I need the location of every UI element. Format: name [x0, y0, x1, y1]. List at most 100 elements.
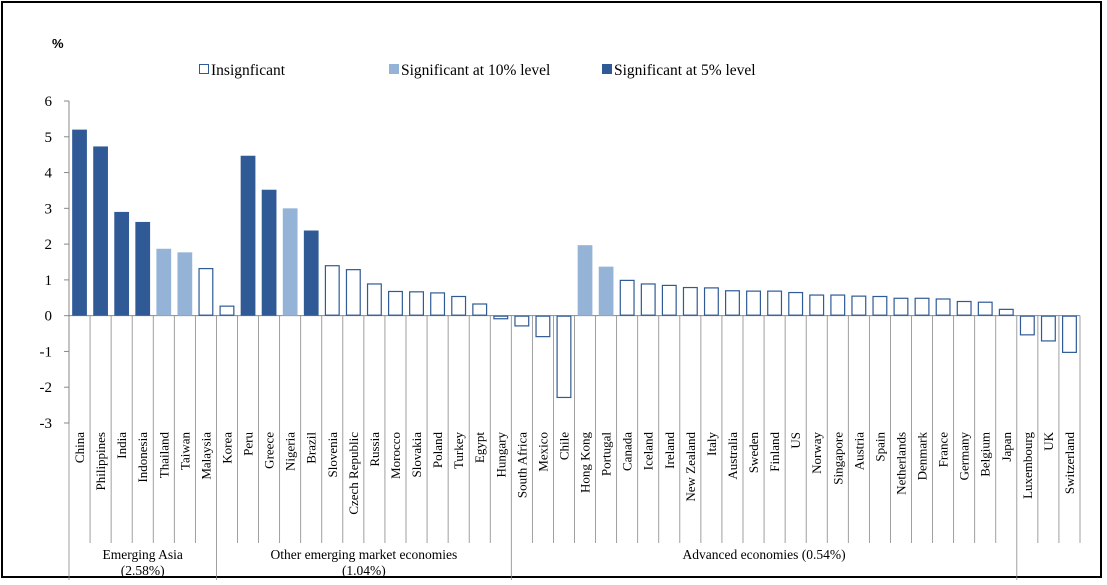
- category-label: Portugal: [599, 432, 614, 476]
- bar-poland: [430, 292, 446, 316]
- category-label: Switzerland: [1062, 432, 1077, 495]
- bar-slovenia: [324, 265, 340, 316]
- category-label: Egypt: [472, 432, 487, 463]
- unit-label: %: [52, 36, 64, 51]
- category-groups: Emerging Asia(2.58%) Other emerging marke…: [68, 543, 1018, 583]
- bar-korea: [219, 305, 235, 316]
- legend-swatch-sig10: [389, 64, 399, 74]
- x-axis-categories: China Philippines India Indonesia Thailand Ta…: [68, 315, 1081, 543]
- category-label: Italy: [704, 432, 719, 456]
- bar-switzerland: [1061, 315, 1077, 353]
- bar-chart: % Insignficant Significant at 10% level Si…: [40, 36, 1081, 583]
- category-label: Spain: [872, 432, 887, 462]
- y-tick-label: 0: [45, 309, 53, 325]
- group-label-sub: (1.04%): [342, 563, 386, 578]
- category-label: Netherlands: [893, 432, 908, 495]
- bar-netherlands: [893, 297, 909, 316]
- bar-luxembourg: [1019, 315, 1035, 336]
- bar-spain: [872, 295, 888, 316]
- y-axis: 6 5 4 3 2 1 0 -1 -2 -3: [40, 94, 70, 432]
- legend-swatch-insignificant: [199, 64, 209, 74]
- bar-japan: [998, 308, 1014, 316]
- category-label: Canada: [620, 432, 635, 471]
- category-label: Nigeria: [283, 432, 298, 471]
- category-label: Slovenia: [325, 432, 340, 478]
- y-tick-label: 1: [45, 273, 53, 289]
- category-label: Thailand: [156, 432, 171, 479]
- category-label: Hungary: [493, 432, 508, 478]
- bar-taiwan: [177, 252, 193, 316]
- bar-france: [935, 298, 951, 316]
- y-tick-label: -3: [40, 416, 53, 432]
- group-label: Advanced economies (0.54%): [683, 547, 846, 562]
- bar-mexico: [535, 315, 551, 338]
- category-label: Finland: [767, 432, 782, 472]
- category-label: Sweden: [746, 432, 761, 474]
- category-label: Japan: [999, 432, 1014, 462]
- category-label: France: [936, 432, 951, 468]
- y-tick-label: -1: [40, 344, 53, 360]
- category-label: Austria: [851, 432, 866, 471]
- category-label: Taiwan: [177, 432, 192, 471]
- bar-czech-republic: [345, 269, 361, 316]
- category-label: Singapore: [830, 432, 845, 485]
- legend-label-insignificant: Insignficant: [211, 62, 286, 79]
- y-tick-label: 6: [45, 94, 53, 110]
- legend-label-sig10: Significant at 10% level: [401, 62, 550, 79]
- group-label: Other emerging market economies: [270, 547, 457, 562]
- category-label: Greece: [262, 432, 277, 469]
- bar-china: [72, 129, 87, 316]
- bar-us: [788, 291, 804, 316]
- bar-finland: [767, 290, 783, 316]
- group-label-sub: (2.58%): [121, 563, 165, 578]
- category-label: Brazil: [304, 432, 319, 464]
- category-label: Korea: [219, 432, 234, 464]
- bar-peru: [240, 155, 256, 316]
- category-label: Australia: [725, 432, 740, 480]
- category-label: Peru: [241, 432, 256, 456]
- category-label: India: [114, 432, 129, 459]
- y-tick-label: 5: [45, 130, 53, 146]
- bar-australia: [724, 290, 740, 316]
- category-label: China: [72, 432, 87, 463]
- bar-italy: [703, 287, 719, 316]
- category-label: South Africa: [514, 432, 529, 498]
- bar-austria: [851, 295, 867, 316]
- category-label: Iceland: [641, 432, 656, 471]
- bar-uk: [1040, 315, 1056, 342]
- category-label: US: [788, 432, 803, 449]
- category-label: New Zealand: [683, 432, 698, 502]
- category-label: Malaysia: [198, 432, 213, 480]
- bar-new-zealand: [682, 286, 698, 316]
- category-label: Morocco: [388, 432, 403, 479]
- bar-denmark: [914, 297, 930, 316]
- bar-egypt: [472, 303, 488, 316]
- y-tick-label: 2: [45, 237, 53, 253]
- bar-turkey: [451, 295, 467, 316]
- category-label: Turkey: [451, 432, 466, 470]
- bar-greece: [261, 189, 277, 316]
- legend: Insignficant Significant at 10% level Sign…: [199, 62, 756, 79]
- y-tick-label: -2: [40, 380, 53, 396]
- bar-portugal: [598, 266, 614, 316]
- category-label: Indonesia: [135, 432, 150, 483]
- bar-belgium: [977, 301, 993, 316]
- bar-russia: [366, 283, 382, 316]
- bar-chile: [556, 315, 572, 399]
- y-tick-label: 4: [45, 166, 53, 182]
- category-label: Philippines: [93, 432, 108, 491]
- bar-slovakia: [409, 291, 425, 316]
- category-label: Slovakia: [409, 432, 424, 478]
- bar-nigeria: [282, 208, 298, 316]
- category-label: Chile: [556, 432, 571, 460]
- bar-iceland: [640, 283, 656, 316]
- bar-hungary: [493, 315, 509, 320]
- group-label: Emerging Asia: [103, 547, 183, 562]
- legend-swatch-sig5: [602, 64, 612, 74]
- bar-hong-kong: [577, 245, 593, 316]
- category-label: Luxembourg: [1020, 432, 1035, 499]
- bar-germany: [956, 300, 972, 316]
- bar-south-africa: [514, 315, 530, 327]
- bar-india: [114, 211, 130, 316]
